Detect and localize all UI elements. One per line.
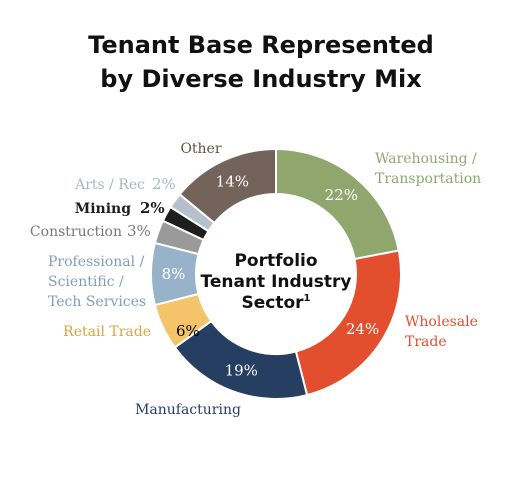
slice-value-wholesale-trade: 24% xyxy=(346,320,379,338)
slice-value-retail-trade: 6% xyxy=(176,322,200,340)
center-label: Portfolio Tenant Industry Sector1 xyxy=(201,251,352,313)
slice-label-retail-trade: Retail Trade xyxy=(63,324,151,340)
slice-percent-labels: 22% 24% 19% 6% 8% 3% 2% 2% 14% xyxy=(127,172,379,379)
slice-value-manufacturing: 19% xyxy=(225,361,258,379)
slice-category-labels: Warehousing / Transportation Wholesale Trad… xyxy=(30,141,481,418)
center-label-superscript: 1 xyxy=(304,293,311,304)
slice-value-professional-scientific-tech-services: 8% xyxy=(162,265,186,283)
chart-title-line-1: Tenant Base Represented xyxy=(88,31,434,59)
center-label-line-1: Portfolio xyxy=(234,251,317,271)
slice-label-mining: Mining xyxy=(75,201,131,217)
slice-value-construction: 3% xyxy=(127,222,151,240)
center-label-line-2: Tenant Industry xyxy=(201,272,352,292)
center-label-line-3: Sector1 xyxy=(241,293,310,313)
slice-label-wholesale-trade: Wholesale Trade xyxy=(405,314,478,350)
slice-value-arts-rec: 2% xyxy=(152,175,176,193)
slice-label-other: Other xyxy=(180,141,221,157)
center-label-line-3-text: Sector xyxy=(241,293,304,313)
slice-value-warehousing-transportation: 22% xyxy=(325,186,358,204)
slice-label-arts-rec: Arts / Rec xyxy=(74,177,145,193)
donut-slices xyxy=(150,147,402,400)
slice-value-other: 14% xyxy=(216,172,249,190)
slice-value-mining: 2% xyxy=(140,199,165,217)
slice-label-professional-scientific-tech-services: Professional / Scientific / Tech Services xyxy=(48,254,146,310)
slice-label-manufacturing: Manufacturing xyxy=(135,402,241,418)
chart-title-line-2: by Diverse Industry Mix xyxy=(100,65,422,93)
slice-label-warehousing-transportation: Warehousing / Transportation xyxy=(375,151,481,187)
slice-label-construction: Construction xyxy=(30,224,122,240)
chart-title: Tenant Base Represented by Diverse Indus… xyxy=(0,28,522,96)
slice-other xyxy=(178,147,277,225)
